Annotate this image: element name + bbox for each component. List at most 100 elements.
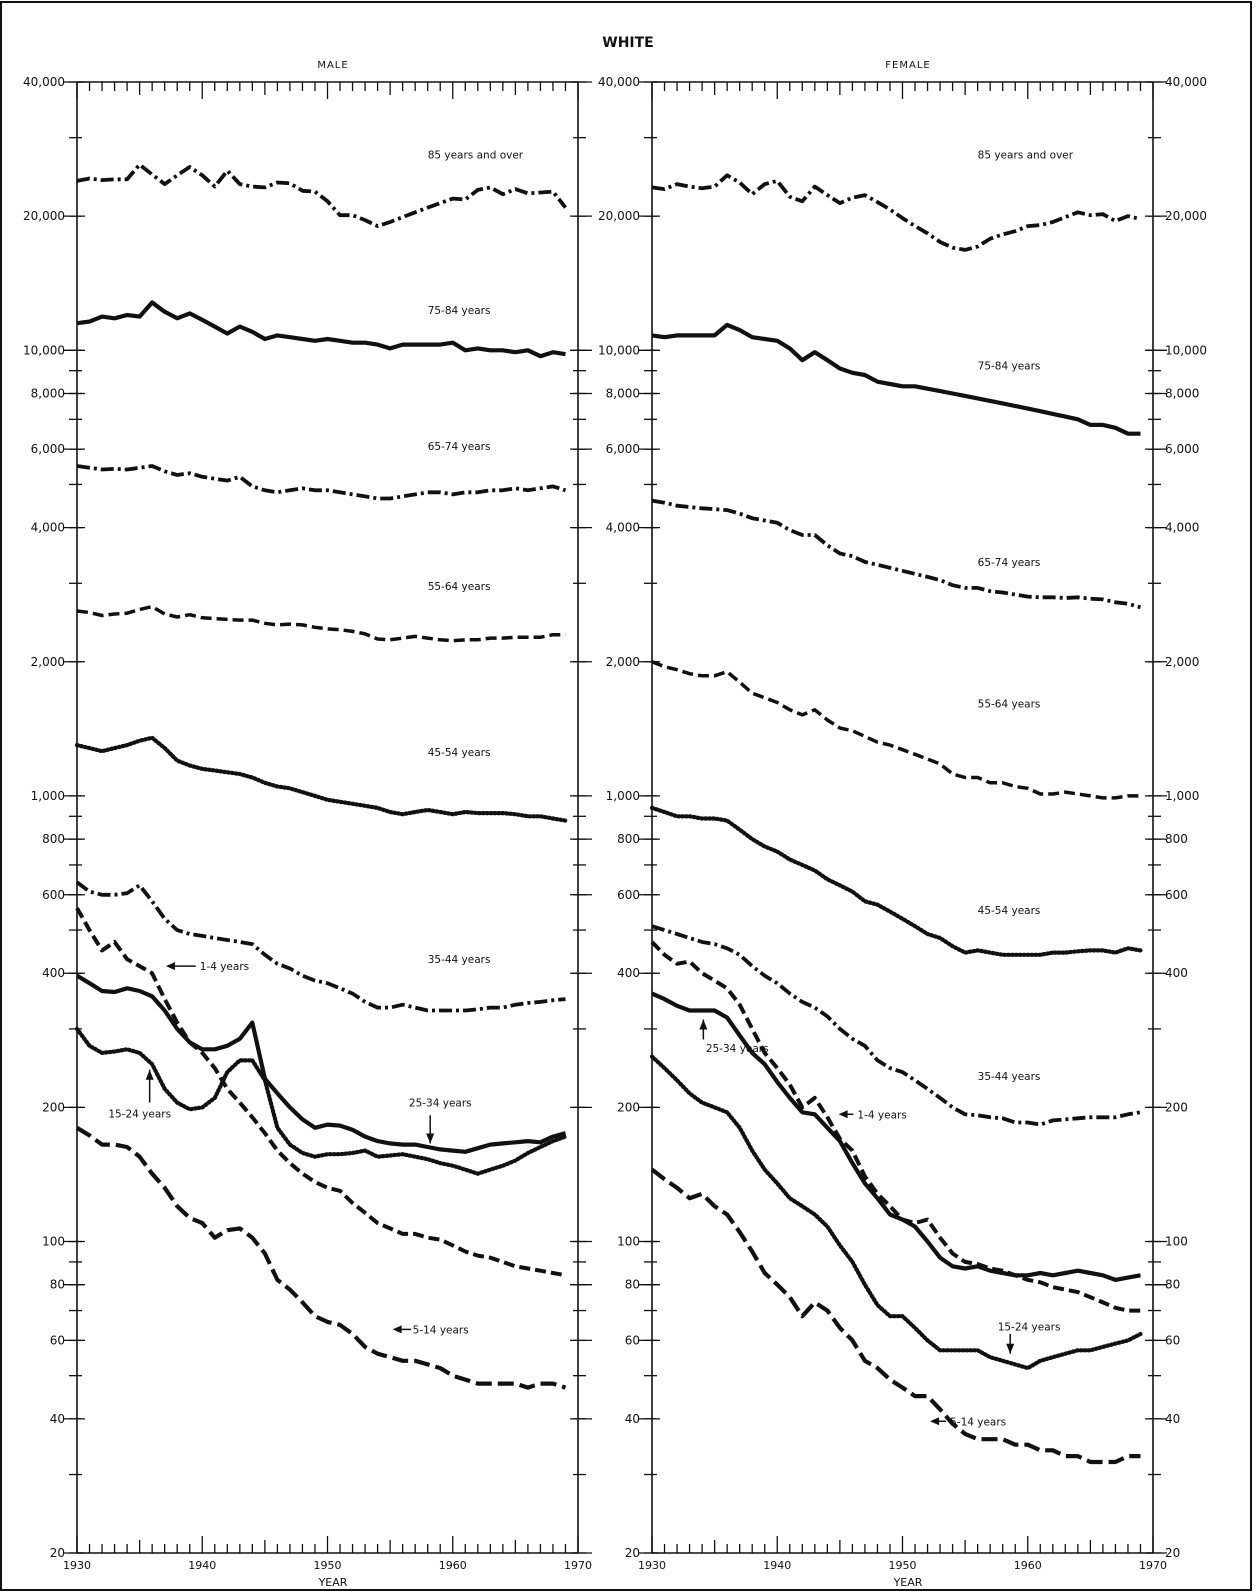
- male-x-tick-label: 1970: [564, 1559, 592, 1572]
- male-y-tick-label: 40: [50, 1412, 65, 1426]
- female-y-tick-label-right: 600: [1165, 888, 1188, 902]
- male-panel: MALE YEAR 1930 1940 1950 1960 1970 40,000 20,0…: [23, 60, 592, 1589]
- female-panel: FEMALE YEAR 1930 1940 1950 1960 1970 40,000 40…: [598, 60, 1207, 1589]
- male-arrowhead-1-4-years: [165, 962, 175, 971]
- male-y-tick-label: 100: [42, 1235, 65, 1249]
- female-y-tick-label: 400: [617, 966, 640, 980]
- male-x-tick-label: 1940: [188, 1559, 216, 1572]
- male-arrowhead-5-14-years: [392, 1325, 402, 1334]
- male-y-tick-label: 200: [42, 1100, 65, 1114]
- male-series-85-years-and-over: [76, 162, 567, 229]
- female-y-tick-label-right: 800: [1165, 832, 1188, 846]
- female-y-tick-label-right: 4,000: [1165, 521, 1199, 535]
- female-series-15-24-years: [649, 1054, 1143, 1371]
- female-arrowhead-15-24-years: [1006, 1343, 1015, 1354]
- male-y-tick-label: 400: [42, 966, 65, 980]
- female-y-tick-label-right: 80: [1165, 1278, 1180, 1292]
- male-series-25-34-years: [75, 973, 567, 1154]
- female-label-65-74-years: 65-74 years: [978, 557, 1041, 569]
- female-y-tick-label: 4,000: [606, 521, 640, 535]
- male-y-tick-label: 20: [50, 1546, 65, 1560]
- female-series-75-84-years: [651, 322, 1141, 436]
- male-label-15-24-years: 15-24 years: [108, 1108, 171, 1120]
- female-x-tick-label: 1960: [1014, 1559, 1042, 1572]
- male-y-tick-label: 60: [50, 1333, 65, 1347]
- female-y-tick-label: 10,000: [598, 343, 640, 357]
- female-y-tick-label: 8,000: [606, 386, 640, 400]
- female-label-25-34-years: 25-34 years: [706, 1043, 769, 1055]
- male-label-1-4-years: 1-4 years: [200, 961, 249, 973]
- female-y-tick-label: 100: [617, 1235, 640, 1249]
- male-label-45-54-years: 45-54 years: [428, 747, 491, 759]
- male-label-35-44-years: 35-44 years: [428, 954, 491, 966]
- female-series-1-4-years: [650, 940, 1141, 1313]
- male-arrowhead-25-34-years: [426, 1133, 435, 1144]
- female-x-tick-label: 1930: [638, 1559, 666, 1572]
- male-y-tick-label: 1,000: [31, 789, 65, 803]
- figure-title: WHITE: [602, 35, 653, 51]
- female-series-45-54-years: [649, 805, 1143, 957]
- female-label-55-64-years: 55-64 years: [978, 699, 1041, 711]
- female-series-55-64-years: [651, 660, 1141, 800]
- male-series-15-24-years: [74, 1026, 568, 1176]
- male-y-tick-label: 4,000: [31, 521, 65, 535]
- male-series-65-74-years: [76, 464, 567, 501]
- female-y-tick-label-right: 40: [1165, 1412, 1180, 1426]
- female-x-tick-label: 1940: [763, 1559, 791, 1572]
- female-series-35-44-years: [651, 924, 1141, 1127]
- male-series-5-14-years: [75, 1126, 567, 1390]
- female-y-tick-label-right: 60: [1165, 1333, 1180, 1347]
- female-x-tick-label: 1950: [889, 1559, 917, 1572]
- female-y-tick-label-right: 200: [1165, 1100, 1188, 1114]
- female-y-tick-label: 20: [625, 1546, 640, 1560]
- female-label-85-years-and-over: 85 years and over: [978, 150, 1074, 162]
- male-series-45-54-years: [74, 735, 568, 823]
- male-x-axis-label: YEAR: [318, 1576, 348, 1589]
- male-y-tick-label: 800: [42, 832, 65, 846]
- female-y-tick-label-right: 1,000: [1165, 789, 1199, 803]
- male-y-tick-label: 80: [50, 1278, 65, 1292]
- male-subtitle: MALE: [317, 60, 348, 71]
- female-series-85-years-and-over: [651, 173, 1141, 252]
- male-label-85-years-and-over: 85 years and over: [428, 150, 524, 162]
- male-label-55-64-years: 55-64 years: [428, 581, 491, 593]
- male-y-tick-label: 40,000: [23, 75, 65, 89]
- female-y-tick-label-right: 40,000: [1165, 75, 1207, 89]
- female-y-tick-label-right: 2,000: [1165, 655, 1199, 669]
- male-series-75-84-years: [76, 300, 566, 359]
- female-label-45-54-years: 45-54 years: [978, 905, 1041, 917]
- female-arrowhead-5-14-years: [930, 1417, 940, 1426]
- female-y-tick-label-right: 6,000: [1165, 442, 1199, 456]
- female-y-tick-label-right: 400: [1165, 966, 1188, 980]
- male-y-tick-label: 2,000: [31, 655, 65, 669]
- female-y-tick-label: 2,000: [606, 655, 640, 669]
- male-label-25-34-years: 25-34 years: [409, 1098, 472, 1110]
- female-arrowhead-1-4-years: [838, 1110, 848, 1119]
- female-x-axis-label: YEAR: [893, 1576, 923, 1589]
- female-y-tick-label: 20,000: [598, 209, 640, 223]
- male-y-tick-label: 20,000: [23, 209, 65, 223]
- female-y-tick-label: 600: [617, 888, 640, 902]
- female-x-tick-label: 1970: [1139, 1559, 1167, 1572]
- male-series-35-44-years: [75, 880, 566, 1013]
- male-y-tick-label: 6,000: [31, 442, 65, 456]
- female-y-tick-label-right: 10,000: [1165, 343, 1207, 357]
- female-label-15-24-years: 15-24 years: [998, 1321, 1061, 1333]
- male-label-75-84-years: 75-84 years: [428, 305, 491, 317]
- male-y-tick-label: 600: [42, 888, 65, 902]
- female-subtitle: FEMALE: [885, 60, 930, 71]
- male-x-tick-label: 1950: [314, 1559, 342, 1572]
- male-x-tick-label: 1930: [63, 1559, 91, 1572]
- female-y-tick-label-right: 20,000: [1165, 209, 1207, 223]
- female-series-25-34-years: [651, 991, 1141, 1283]
- female-series-65-74-years: [651, 498, 1142, 610]
- female-y-tick-label: 800: [617, 832, 640, 846]
- female-arrowhead-25-34-years: [699, 1019, 708, 1030]
- male-series-1-4-years: [75, 907, 566, 1278]
- male-label-5-14-years: 5-14 years: [413, 1324, 469, 1336]
- female-y-tick-label-right: 100: [1165, 1235, 1188, 1249]
- male-arrowhead-15-24-years: [145, 1069, 154, 1080]
- female-label-5-14-years: 5-14 years: [950, 1416, 1006, 1428]
